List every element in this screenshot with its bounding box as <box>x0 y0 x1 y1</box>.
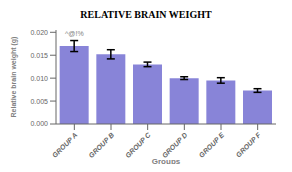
svg-text:^@!%: ^@!% <box>65 30 84 37</box>
svg-text:GROUP F: GROUP F <box>235 131 263 159</box>
svg-text:0.010: 0.010 <box>30 75 48 82</box>
svg-text:GROUP B: GROUP B <box>87 131 115 159</box>
svg-text:Groups: Groups <box>152 157 181 164</box>
svg-text:0.005: 0.005 <box>30 98 48 105</box>
svg-text:0.020: 0.020 <box>30 29 48 36</box>
svg-text:GROUP D: GROUP D <box>161 131 189 159</box>
svg-text:GROUP A: GROUP A <box>51 131 79 159</box>
svg-text:0.000: 0.000 <box>30 120 48 127</box>
svg-text:Relative brain weight (g): Relative brain weight (g) <box>10 37 18 118</box>
svg-text:GROUP C: GROUP C <box>124 131 153 160</box>
svg-text:GROUP E: GROUP E <box>198 131 226 159</box>
svg-text:0.015: 0.015 <box>30 52 48 59</box>
html-text:RELATIVE BRAIN WEIGHT: RELATIVE BRAIN WEIGHT <box>80 9 212 20</box>
